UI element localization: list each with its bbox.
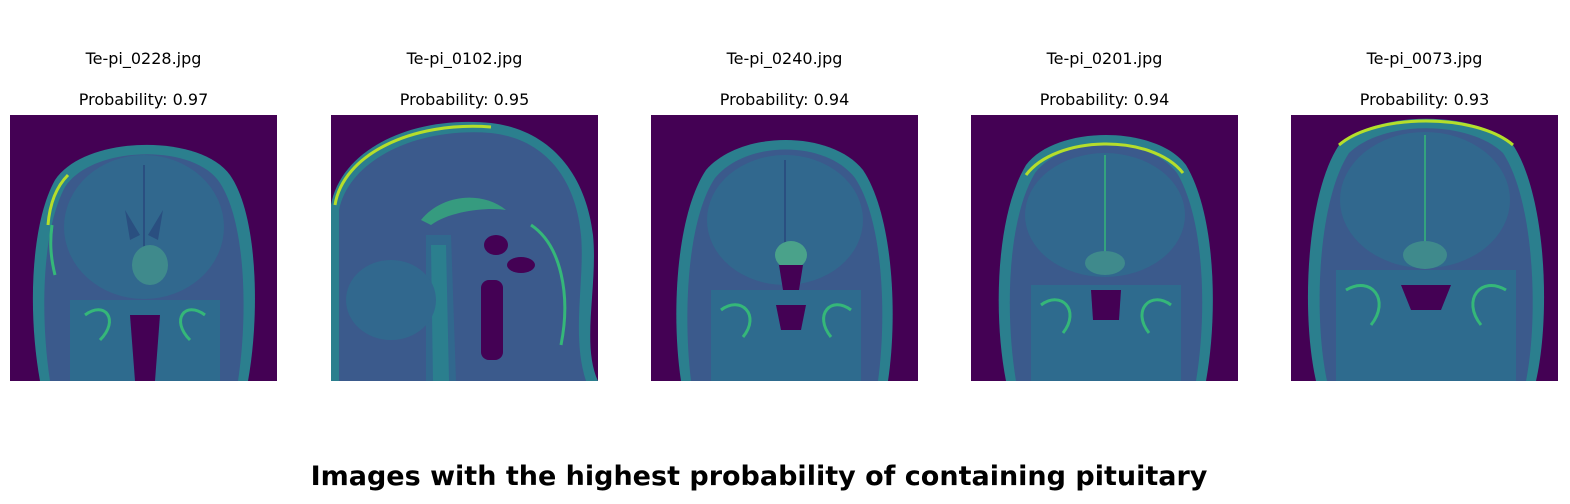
panel-filename: Te-pi_0102.jpg [406,49,523,68]
panel-probability: Probability: 0.94 [719,90,850,109]
image-panel-1: Te-pi_0228.jpg Probability: 0.97 [10,0,277,400]
image-panel-3: Te-pi_0240.jpg Probability: 0.94 [651,0,918,400]
mri-scan-image [1291,115,1558,381]
image-panel-4: Te-pi_0201.jpg Probability: 0.94 [971,0,1238,400]
mri-scan-image [971,115,1238,381]
image-panel-2: Te-pi_0102.jpg Probability: 0.95 [331,0,598,400]
image-panel-5: Te-pi_0073.jpg Probability: 0.93 [1291,0,1558,400]
panel-probability: Probability: 0.94 [1039,90,1170,109]
panel-probability: Probability: 0.95 [399,90,530,109]
panel-filename: Te-pi_0201.jpg [1046,49,1163,68]
mri-scan-image [10,115,277,381]
mri-scan-image [331,115,598,381]
panel-probability: Probability: 0.97 [78,90,209,109]
panel-probability: Probability: 0.93 [1359,90,1490,109]
mri-scan-image [651,115,918,381]
panel-filename: Te-pi_0228.jpg [85,49,202,68]
panel-filename: Te-pi_0073.jpg [1366,49,1483,68]
figure-title: Images with the highest probability of c… [310,461,1208,492]
panel-filename: Te-pi_0240.jpg [726,49,843,68]
